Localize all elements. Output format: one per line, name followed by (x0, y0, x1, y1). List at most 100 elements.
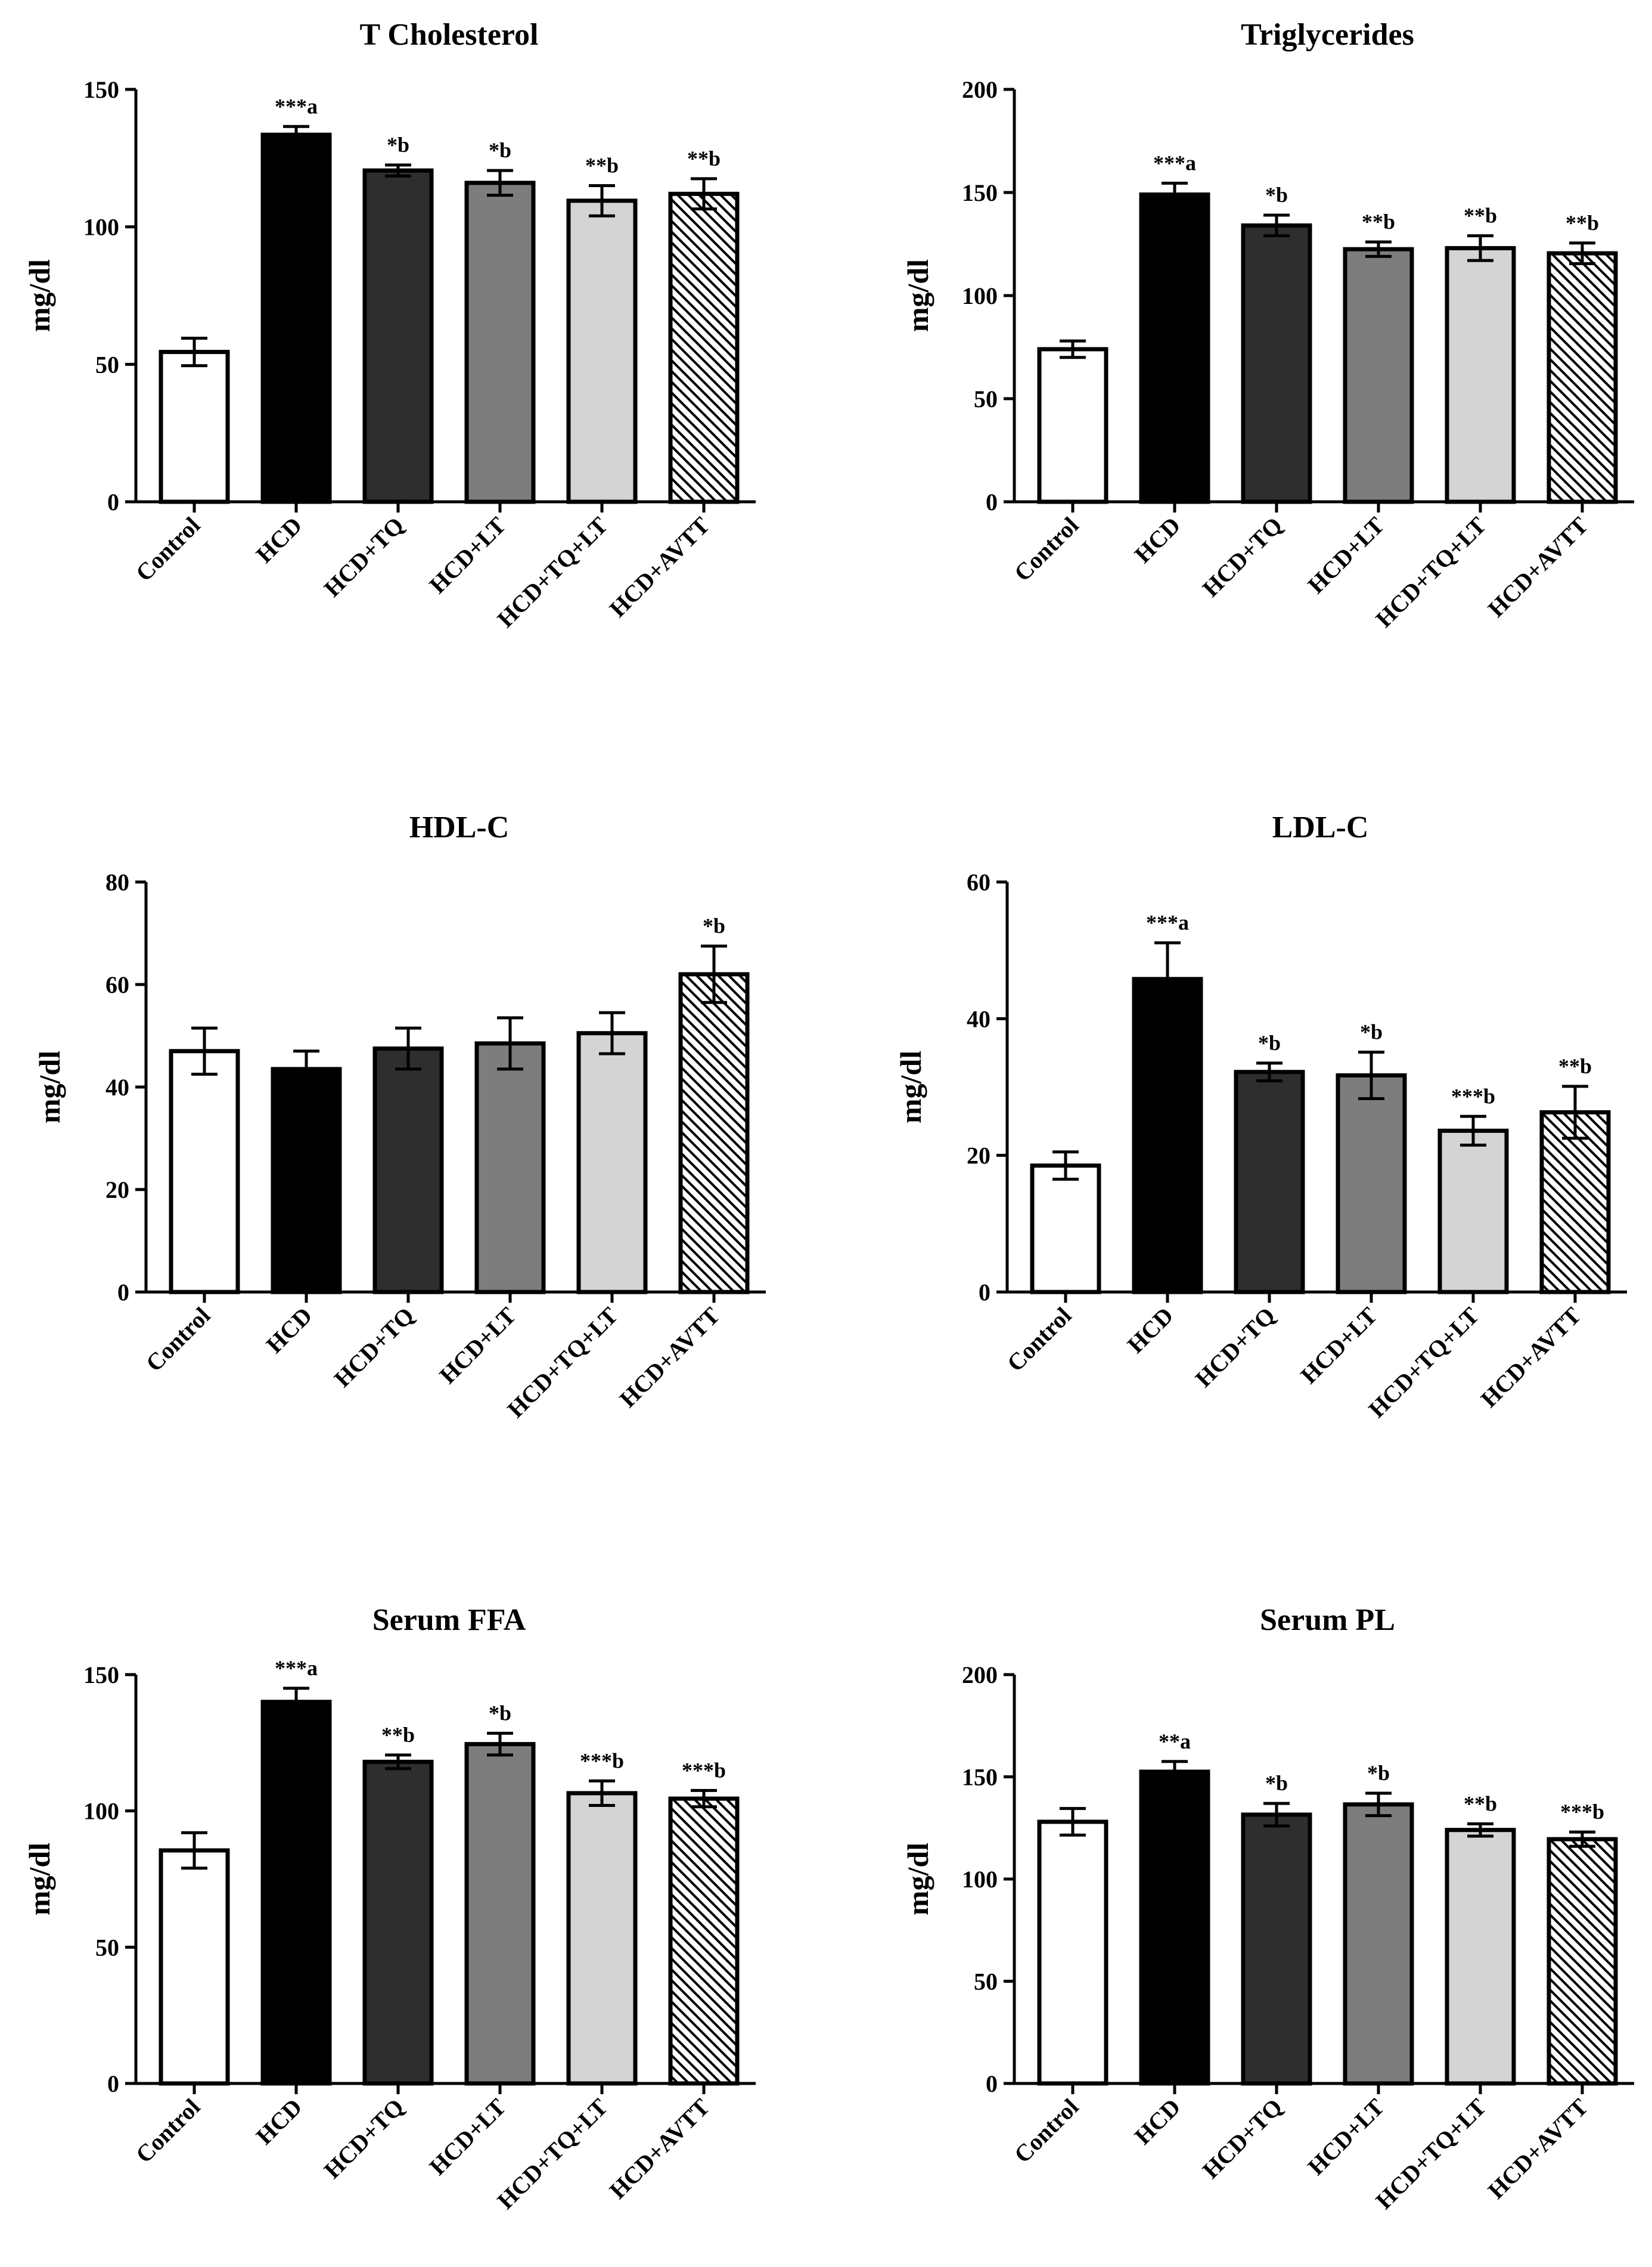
y-tick-label: 0 (986, 489, 998, 515)
bar-hcd-lt (464, 181, 536, 504)
bar-hcd-tq (1241, 223, 1312, 504)
x-tick-label: HCD+TQ+LT (492, 511, 613, 632)
significance-label: ***a (1153, 151, 1196, 175)
bar-control (159, 1848, 230, 2086)
y-tick-label: 20 (105, 1176, 129, 1203)
x-tick-label: HCD+AVTT (604, 2093, 715, 2204)
significance-label: **b (1362, 210, 1395, 234)
x-tick-label: HCD+TQ+LT (1370, 511, 1491, 632)
bar-control (169, 1049, 240, 1294)
significance-label: ***a (1146, 911, 1189, 934)
x-tick-label: HCD+TQ (1197, 512, 1288, 603)
x-tick-label: HCD+AVTT (1483, 511, 1594, 622)
bar-control (1030, 1163, 1101, 1294)
y-tick-label: 150 (83, 76, 119, 103)
x-tick-label: HCD (261, 1302, 318, 1359)
significance-label: ***b (580, 1749, 624, 1772)
y-tick-label: 0 (986, 2070, 998, 2097)
y-tick-label: 0 (107, 2070, 119, 2097)
y-tick-label: 100 (962, 1866, 998, 1893)
x-tick-label: Control (141, 1302, 216, 1377)
y-tick-label: 20 (967, 1142, 990, 1169)
x-tick-label: HCD (251, 2094, 308, 2150)
y-tick-label: 100 (962, 282, 998, 309)
chart-title: T Cholesterol (360, 18, 539, 52)
x-tick-label: HCD+TQ (1197, 2094, 1288, 2184)
bar-hcd-avtt (668, 191, 740, 504)
bar-hcd-tq (362, 1759, 434, 2086)
bar-hcd-tq (1241, 1812, 1312, 2086)
y-tick-label: 40 (105, 1074, 129, 1101)
significance-label: *b (1258, 1031, 1281, 1055)
y-tick-label: 0 (117, 1279, 129, 1306)
bar-hcd-tq (362, 168, 434, 504)
bar-hcd (260, 132, 332, 504)
x-tick-label: Control (1009, 2094, 1084, 2169)
y-tick-label: 50 (974, 1968, 998, 1995)
chart-panel-1: T Cholesterol mg/dl 0 50 100 150 Control ***a HC… (23, 18, 756, 632)
bar-hcd-tq-lt (1445, 246, 1516, 504)
bar-control (1037, 1819, 1108, 2086)
significance-label: ***b (682, 1758, 726, 1782)
chart-panel-3: HDL-C mg/dl 0 20 40 60 80 Control HCD HCD+TQ HCD+L… (33, 810, 766, 1423)
y-tick-label: 100 (83, 1798, 119, 1825)
chart-title: Triglycerides (1241, 18, 1414, 52)
significance-label: ***a (275, 1656, 318, 1680)
bar-hcd-avtt (1547, 1837, 1618, 2086)
x-tick-label: Control (1009, 512, 1084, 587)
chart-panel-4: LDL-C mg/dl 0 20 40 60 Control ***a HCD *b HCD+TQ *… (894, 810, 1627, 1423)
chart-title: Serum FFA (372, 1603, 526, 1637)
y-tick-label: 40 (967, 1005, 990, 1032)
bar-hcd-avtt (1547, 251, 1618, 504)
x-tick-label: HCD (1129, 512, 1186, 569)
y-tick-label: 150 (962, 1764, 998, 1791)
x-tick-label: HCD+AVTT (614, 1302, 725, 1412)
y-tick-label: 50 (974, 386, 998, 412)
bar-hcd-tq (372, 1046, 444, 1294)
chart-panel-2: Triglycerides mg/dl 0 50 100 150 200 Control ***… (901, 18, 1634, 632)
significance-label: *b (1367, 1761, 1390, 1785)
significance-label: *b (1265, 183, 1288, 207)
bar-hcd (1132, 977, 1203, 1294)
significance-label: *b (1360, 1020, 1383, 1044)
bar-hcd-lt (464, 1742, 536, 2086)
significance-label: **b (687, 147, 721, 170)
bar-hcd-tq-lt (1445, 1828, 1516, 2086)
y-axis-label: mg/dl (23, 1843, 56, 1915)
bar-hcd (260, 1700, 332, 2086)
significance-label: **b (1566, 211, 1599, 235)
x-tick-label: HCD (1122, 1302, 1179, 1359)
x-tick-label: HCD+LT (424, 511, 511, 598)
significance-label: **b (1464, 204, 1497, 228)
bar-hcd-avtt (678, 972, 750, 1294)
x-tick-label: HCD+AVTT (1483, 2093, 1594, 2204)
significance-label: *b (489, 1701, 511, 1725)
bar-hcd-tq (1234, 1070, 1305, 1294)
significance-label: ***b (1451, 1084, 1495, 1108)
bar-control (1037, 347, 1108, 504)
bar-hcd (1139, 192, 1210, 504)
x-tick-label: HCD+AVTT (604, 511, 715, 622)
y-axis-label: mg/dl (23, 259, 56, 332)
y-tick-label: 100 (83, 214, 119, 241)
significance-label: *b (1265, 1771, 1288, 1795)
bar-hcd-lt (1343, 247, 1414, 504)
significance-label: ***a (275, 94, 318, 118)
significance-label: *b (703, 914, 725, 938)
significance-label: *b (387, 133, 409, 157)
chart-title: Serum PL (1260, 1603, 1395, 1637)
y-axis-label: mg/dl (901, 1843, 934, 1915)
y-tick-label: 200 (962, 1662, 998, 1688)
x-tick-label: HCD+LT (1302, 511, 1389, 598)
bar-hcd-lt (1343, 1802, 1414, 2086)
significance-label: **b (1558, 1054, 1592, 1078)
x-tick-label: HCD+TQ (329, 1302, 420, 1393)
significance-label: **b (585, 153, 619, 177)
x-tick-label: HCD+TQ (319, 2094, 409, 2184)
bar-control (159, 350, 230, 504)
y-axis-label: mg/dl (901, 259, 934, 332)
x-tick-label: HCD (251, 512, 308, 569)
x-tick-label: HCD+AVTT (1476, 1302, 1586, 1412)
chart-title: LDL-C (1272, 810, 1369, 844)
